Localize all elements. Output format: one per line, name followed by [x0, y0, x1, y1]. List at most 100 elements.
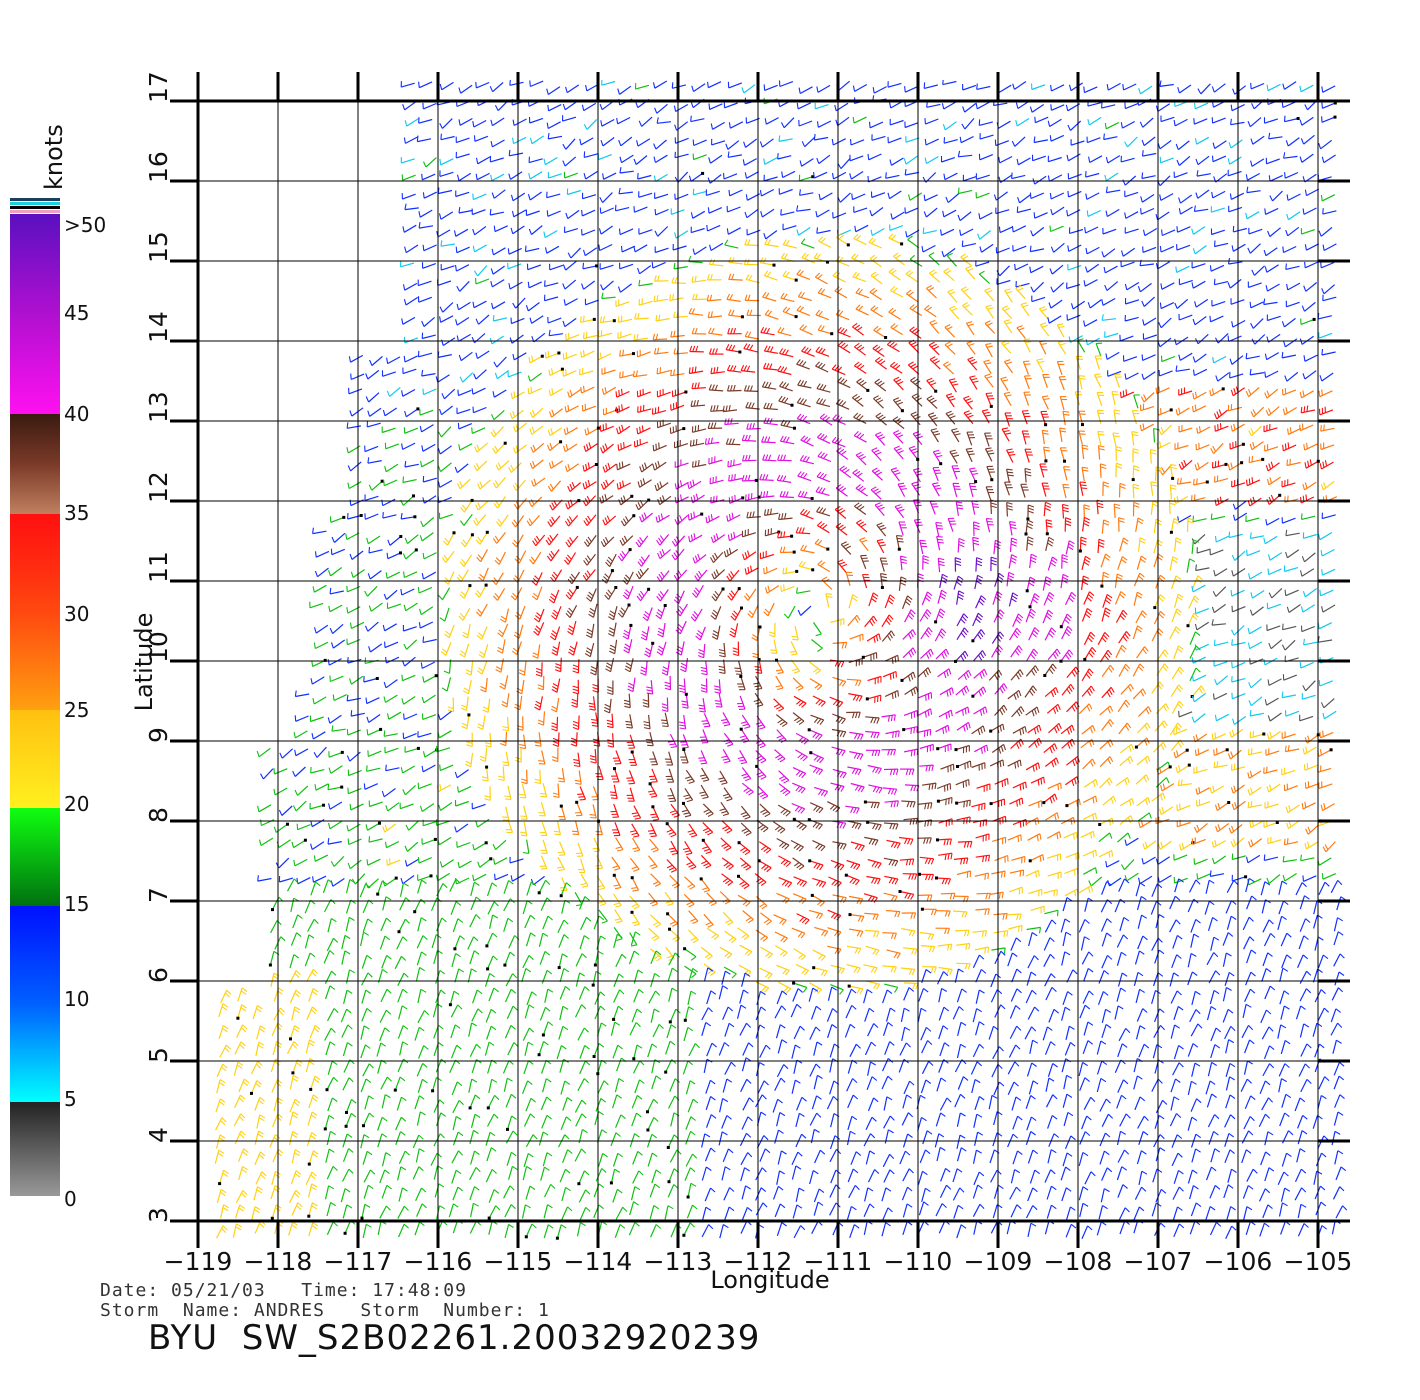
- wind-barb: [727, 206, 741, 213]
- wind-barb-feather: [690, 115, 692, 122]
- wind-barb-feather: [957, 575, 964, 581]
- wind-barb-feather: [1016, 158, 1019, 165]
- wind-barb: [673, 315, 688, 319]
- wind-barb-feather: [475, 352, 478, 359]
- wind-barb: [1084, 319, 1098, 327]
- wind-barb-feather: [1178, 208, 1182, 215]
- wind-barb-feather: [400, 512, 403, 520]
- wind-barb-feather: [730, 615, 736, 621]
- wind-barb-feather: [1175, 266, 1178, 273]
- wind-barb-feather: [1266, 478, 1270, 485]
- rain-flag-dot: [630, 494, 634, 498]
- wind-barb-feather: [730, 327, 734, 334]
- wind-barb: [744, 244, 759, 247]
- wind-barb: [853, 435, 867, 443]
- wind-barb: [1322, 514, 1336, 520]
- wind-barb-feather: [818, 236, 824, 242]
- wind-barb-feather: [802, 415, 808, 422]
- wind-barb: [964, 103, 977, 113]
- wind-barb: [815, 365, 829, 373]
- wind-barb-feather: [746, 258, 750, 265]
- wind-barb-feather: [819, 522, 825, 528]
- wind-barb-feather: [875, 412, 882, 417]
- wind-barb-feather: [565, 541, 570, 548]
- wind-barb-feather: [1321, 606, 1324, 613]
- wind-barb-feather: [731, 273, 735, 280]
- wind-barb-feather: [1133, 504, 1140, 508]
- wind-barb-feather: [471, 427, 473, 434]
- wind-barb-feather: [1080, 542, 1087, 546]
- wind-barb: [981, 243, 994, 253]
- wind-barb-feather: [875, 490, 881, 495]
- wind-barb: [1266, 158, 1280, 165]
- wind-barb: [1040, 411, 1047, 425]
- wind-barb: [1160, 193, 1174, 201]
- wind-barb: [742, 459, 757, 462]
- wind-barb-feather: [602, 316, 605, 323]
- wind-barb-feather: [984, 373, 991, 377]
- wind-barb: [951, 465, 958, 480]
- wind-barb: [1102, 297, 1116, 306]
- wind-barb-feather: [1064, 618, 1070, 624]
- wind-barb-feather: [513, 519, 518, 525]
- wind-barb: [638, 229, 653, 235]
- wind-barb-feather: [952, 430, 960, 434]
- wind-barb: [584, 481, 597, 490]
- wind-barb: [637, 391, 652, 398]
- wind-barb-feather: [986, 345, 993, 348]
- wind-barb-feather: [1062, 503, 1069, 507]
- wind-barb-feather: [782, 475, 787, 482]
- wind-barb-feather: [748, 402, 752, 409]
- wind-barb-feather: [1051, 559, 1057, 564]
- wind-barb: [999, 155, 1013, 164]
- wind-barb: [590, 588, 597, 602]
- wind-barb-feather: [547, 521, 552, 527]
- wind-barb-feather: [1231, 639, 1233, 646]
- wind-barb-feather: [1010, 560, 1017, 564]
- wind-barb-feather: [877, 414, 884, 419]
- wind-barb-feather: [779, 381, 784, 387]
- wind-barb-feather: [1152, 503, 1159, 507]
- wind-barb-feather: [1132, 448, 1139, 451]
- wind-barb: [1039, 341, 1047, 355]
- wind-barb-feather: [732, 647, 739, 651]
- wind-barb-feather: [1228, 142, 1232, 149]
- wind-barb: [603, 409, 618, 416]
- wind-barb-feather: [818, 398, 824, 405]
- wind-barb-feather: [779, 348, 784, 354]
- wind-barb-feather: [1120, 591, 1126, 596]
- wind-barb: [529, 191, 543, 201]
- wind-barb-feather: [921, 545, 928, 548]
- wind-barb-feather: [582, 249, 586, 256]
- wind-barb-feather: [637, 267, 641, 274]
- wind-barb: [420, 606, 434, 616]
- wind-barb-feather: [490, 268, 494, 275]
- wind-barb: [1186, 517, 1189, 533]
- wind-barb: [422, 334, 436, 340]
- wind-barb: [945, 413, 956, 425]
- wind-barb: [604, 463, 617, 473]
- wind-barb-feather: [552, 612, 558, 617]
- wind-barb: [1210, 264, 1225, 272]
- wind-barb-feather: [1047, 175, 1050, 182]
- wind-barb-feather: [1173, 119, 1176, 126]
- wind-barb-feather: [973, 524, 980, 528]
- wind-barb: [706, 515, 720, 524]
- wind-barb-feather: [1115, 446, 1122, 449]
- wind-barb-feather: [730, 627, 737, 632]
- wind-barb: [727, 369, 742, 373]
- wind-barb-feather: [744, 552, 748, 559]
- wind-barb: [888, 311, 901, 320]
- wind-barb: [1021, 430, 1027, 445]
- wind-barb: [1000, 378, 1009, 391]
- wind-barb-feather: [599, 497, 602, 504]
- wind-barb-feather: [746, 343, 751, 350]
- wind-barb-feather: [731, 345, 736, 351]
- wind-barb: [477, 500, 489, 511]
- wind-barb-feather: [695, 493, 699, 500]
- wind-barb: [569, 587, 578, 600]
- wind-barb: [1123, 83, 1137, 91]
- wind-barb-feather: [633, 245, 636, 253]
- wind-barb-feather: [1085, 555, 1091, 560]
- wind-barb-feather: [1006, 504, 1013, 508]
